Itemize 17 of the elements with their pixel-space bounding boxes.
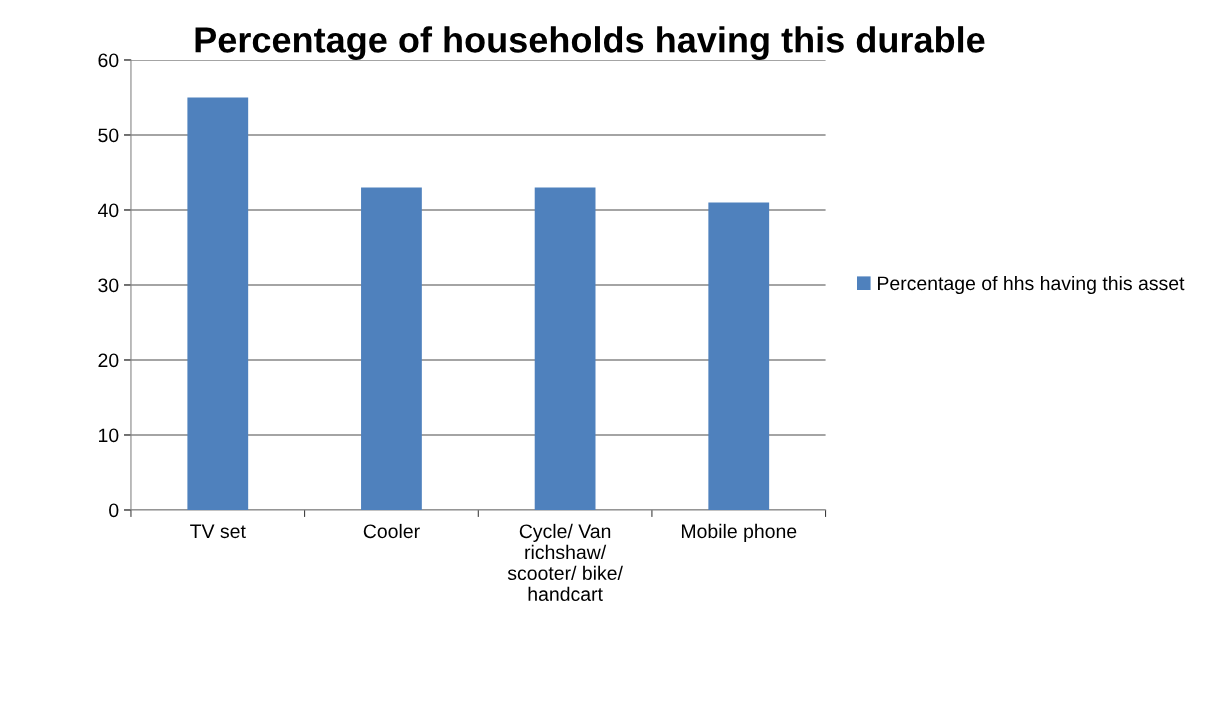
x-tick-label: Cycle/ Van richshaw/ scooter/ bike/ handcart — [507, 523, 623, 601]
y-tick-label: 0 — [109, 503, 119, 518]
y-tick-label: 10 — [99, 428, 119, 443]
bar — [534, 187, 596, 510]
bar — [361, 187, 422, 510]
chart-title: Percentage of households having this durable — [195, 26, 985, 60]
x-tick-label: TV set — [190, 524, 246, 539]
bar — [187, 97, 249, 510]
y-tick-label: 40 — [97, 203, 119, 218]
legend-label: Percentage of hhs having this asset — [878, 275, 1185, 295]
bar — [708, 202, 770, 510]
y-tick-label: 60 — [98, 53, 119, 68]
y-tick-label: 20 — [98, 353, 119, 368]
x-tick-label: Cooler — [363, 523, 420, 539]
x-tick-label: Mobile phone — [681, 523, 797, 542]
y-tick-label: 50 — [98, 128, 119, 143]
y-tick-label: 30 — [98, 278, 119, 293]
